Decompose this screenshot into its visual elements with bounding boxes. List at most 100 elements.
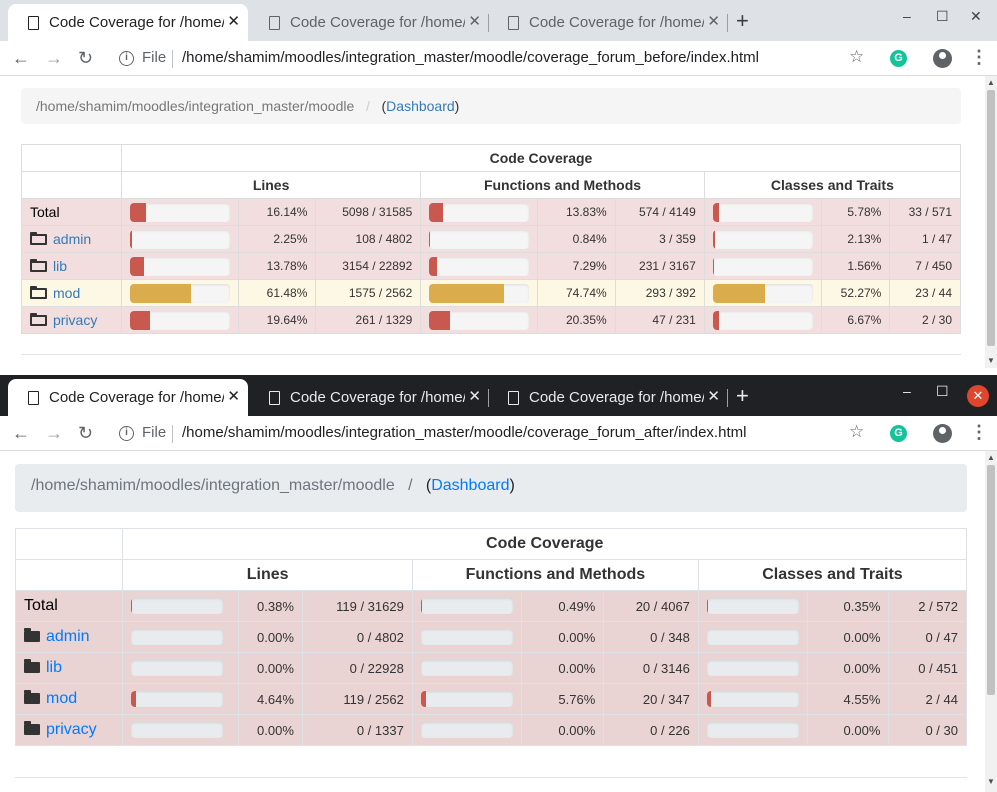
minimize-icon[interactable]: – xyxy=(903,8,911,24)
classes-count: 2 / 572 xyxy=(888,590,967,622)
progress-bar xyxy=(429,202,530,222)
progress-fill xyxy=(712,283,766,303)
menu-kebab-icon[interactable]: ⋮ xyxy=(970,47,988,67)
lines-count: 119 / 2562 xyxy=(301,683,413,715)
tab-divider xyxy=(488,389,489,407)
scrollbar[interactable]: ▲ ▼ xyxy=(985,451,997,792)
corner-cell xyxy=(14,528,124,560)
progress-bar xyxy=(131,691,224,707)
new-tab-icon[interactable]: + xyxy=(736,383,749,408)
account-icon[interactable] xyxy=(933,49,952,68)
maximize-icon[interactable]: ☐ xyxy=(936,8,949,24)
scrollbar-thumb[interactable] xyxy=(987,90,995,346)
funcs-bar-cell xyxy=(411,621,522,653)
menu-kebab-icon[interactable]: ⋮ xyxy=(970,422,988,442)
folder-icon xyxy=(30,313,47,326)
funcs-percent: 5.76% xyxy=(520,683,605,715)
bookmark-star-icon[interactable]: ☆ xyxy=(849,47,865,66)
progress-fill xyxy=(420,691,427,707)
lines-count: 0 / 4802 xyxy=(301,621,413,653)
address-bar[interactable]: /home/shamim/moodles/integration_master/… xyxy=(182,424,747,441)
funcs-count: 47 / 231 xyxy=(614,306,705,334)
directory-link[interactable]: mod xyxy=(53,285,81,301)
scrollbar[interactable]: ▲ ▼ xyxy=(985,76,997,368)
lines-percent: 19.64% xyxy=(237,306,317,334)
progress-fill xyxy=(429,256,437,276)
progress-bar xyxy=(420,691,513,707)
info-icon[interactable]: i xyxy=(119,426,134,441)
dashboard-link[interactable]: Dashboard xyxy=(431,477,510,494)
funcs-percent: 7.29% xyxy=(537,252,616,280)
directory-link[interactable]: admin xyxy=(53,231,92,247)
tab-3[interactable]: Code Coverage for /home/shamim/moodles/i… xyxy=(488,379,728,416)
minimize-icon[interactable]: – xyxy=(903,383,911,399)
directory-link[interactable]: admin xyxy=(46,628,90,645)
directory-link[interactable]: lib xyxy=(53,258,68,274)
tab-active[interactable]: Code Coverage for /home/shamim/moodles/i… xyxy=(8,4,248,41)
paren-open: ( xyxy=(425,477,432,494)
reload-icon[interactable]: ↻ xyxy=(78,48,94,68)
progress-fill xyxy=(706,691,712,707)
directory-link[interactable]: privacy xyxy=(53,312,98,328)
close-tab-icon[interactable]: ✕ xyxy=(227,13,240,30)
lines-count: 119 / 31629 xyxy=(301,590,413,622)
forward-icon[interactable]: → xyxy=(45,423,63,443)
close-tab-icon[interactable]: ✕ xyxy=(468,388,481,405)
tab-divider xyxy=(727,389,728,407)
breadcrumb: /home/shamim/moodles/integration_master/… xyxy=(21,88,961,124)
classes-bar-cell xyxy=(697,683,808,715)
tab-2[interactable]: Code Coverage for /home/shamim/moodles/i… xyxy=(249,379,489,416)
document-icon xyxy=(269,390,280,405)
table-row: lib 13.78% 3154 / 22892 7.29% 231 / 3167 1.56… xyxy=(21,252,961,280)
progress-fill xyxy=(129,202,147,222)
corner-cell xyxy=(21,171,122,199)
address-bar[interactable]: /home/shamim/moodles/integration_master/… xyxy=(182,49,759,66)
info-icon[interactable]: i xyxy=(119,51,134,66)
new-tab-icon[interactable]: + xyxy=(736,8,749,33)
maximize-icon[interactable]: ☐ xyxy=(936,383,949,399)
close-window-icon[interactable]: ✕ xyxy=(967,385,989,407)
tab-3[interactable]: Code Coverage for /home/shamim/moodles/i… xyxy=(488,4,728,41)
file-label: File xyxy=(142,424,167,441)
forward-icon[interactable]: → xyxy=(45,48,63,68)
scroll-down-icon[interactable]: ▼ xyxy=(987,777,995,786)
lines-percent: 0.38% xyxy=(237,590,303,622)
scrollbar-thumb[interactable] xyxy=(987,465,995,695)
progress-bar xyxy=(129,310,230,330)
tab-active[interactable]: Code Coverage for /home/shamim/moodles/i… xyxy=(8,379,248,416)
directory-link[interactable]: lib xyxy=(46,659,63,676)
directory-link[interactable]: privacy xyxy=(46,721,97,738)
reload-icon[interactable]: ↻ xyxy=(78,423,94,443)
funcs-percent: 13.83% xyxy=(537,198,616,226)
back-icon[interactable]: ← xyxy=(12,48,30,68)
tab-2[interactable]: Code Coverage for /home/shamim/moodles/i… xyxy=(249,4,489,41)
scroll-up-icon[interactable]: ▲ xyxy=(987,78,995,87)
classes-count: 2 / 44 xyxy=(888,683,967,715)
funcs-count: 293 / 392 xyxy=(614,279,705,307)
lines-bar-cell xyxy=(120,306,239,334)
paren-close: ) xyxy=(509,477,515,494)
table-row: privacy 19.64% 261 / 1329 20.35% 47 / 231 6.6… xyxy=(21,306,961,334)
table-title: Code Coverage xyxy=(122,528,967,560)
dashboard-link[interactable]: Dashboard xyxy=(386,98,455,114)
directory-link[interactable]: mod xyxy=(46,690,78,707)
progress-bar xyxy=(706,660,799,676)
grammarly-extension-icon[interactable]: G xyxy=(890,425,907,442)
account-icon[interactable] xyxy=(933,424,952,443)
scroll-down-icon[interactable]: ▼ xyxy=(987,356,995,365)
lines-bar-cell xyxy=(120,225,239,253)
total-label: Total xyxy=(24,597,58,614)
classes-bar-cell xyxy=(703,252,822,280)
close-tab-icon[interactable]: ✕ xyxy=(707,13,720,30)
bookmark-star-icon[interactable]: ☆ xyxy=(849,422,865,441)
grammarly-extension-icon[interactable]: G xyxy=(890,50,907,67)
progress-fill xyxy=(712,256,715,276)
close-tab-icon[interactable]: ✕ xyxy=(468,13,481,30)
close-tab-icon[interactable]: ✕ xyxy=(227,388,240,405)
back-icon[interactable]: ← xyxy=(12,423,30,443)
close-window-icon[interactable]: ✕ xyxy=(970,8,982,24)
progress-fill xyxy=(429,310,450,330)
document-icon xyxy=(28,15,39,30)
close-tab-icon[interactable]: ✕ xyxy=(707,388,720,405)
scroll-up-icon[interactable]: ▲ xyxy=(987,453,995,462)
